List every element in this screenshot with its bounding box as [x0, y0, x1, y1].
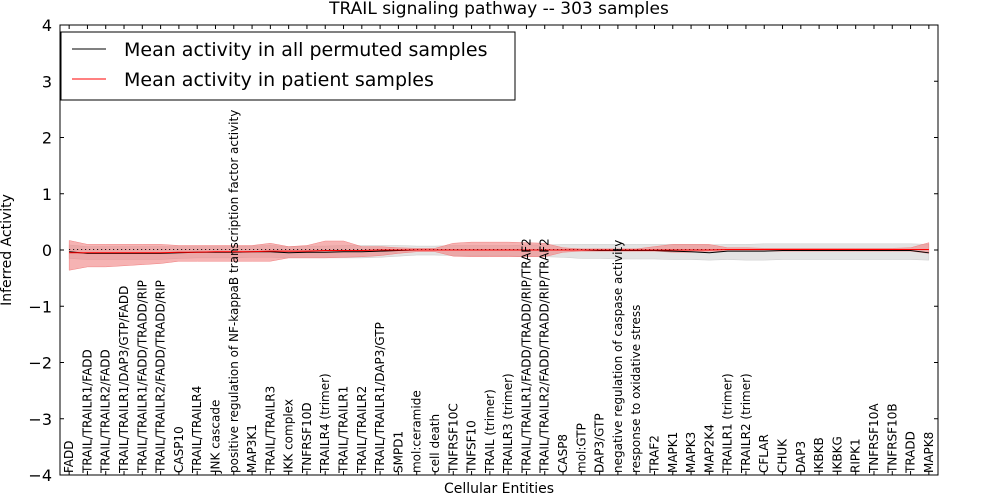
x-tick-label: TRAIL/TRAILR1/FADD/TRADD/RIP/TRAF2: [519, 238, 533, 474]
x-tick-label: DAP3/GTP: [593, 413, 607, 473]
y-axis-label: Inferred Activity: [0, 194, 15, 306]
series-lines: [69, 248, 929, 254]
y-tick-label: −2: [28, 354, 52, 373]
x-tick-label: TRAF2: [647, 435, 661, 474]
y-tick-label: 4: [42, 16, 52, 35]
x-tick-label: TRAIL/TRAILR2/FADD: [99, 349, 113, 474]
y-tick-label: 3: [42, 72, 52, 91]
legend-label-permuted: Mean activity in all permuted samples: [124, 39, 487, 61]
y-axis: 4 3 2 1 0 −1 −2 −3 −4: [28, 16, 938, 485]
plot-area-frame: [59, 24, 939, 476]
x-tick-label: TRAIL/TRAILR4: [190, 386, 204, 474]
x-tick-label: CFLAR: [757, 434, 771, 473]
x-tick-label: TRAILR2 (trimer): [739, 373, 753, 474]
x-tick-label: JNK cascade: [208, 400, 222, 474]
x-tick-label: MAPK1: [666, 432, 680, 473]
legend: Mean activity in all permuted samples Me…: [60, 31, 516, 101]
x-axis-label: Cellular Entities: [444, 481, 554, 497]
x-tick-label: TRAIL/TRAILR1/DAP3/GTP/FADD: [117, 286, 131, 474]
x-tick-label: CHUK: [776, 438, 790, 473]
x-tick-label: TRAIL/TRAILR2/FADD/TRADD/RIP: [154, 280, 168, 474]
chart-title: TRAIL signaling pathway -- 303 samples: [328, 0, 669, 19]
x-tick-label: TNFSF10: [465, 420, 479, 474]
x-tick-label: IKBKB: [812, 437, 826, 473]
y-tick-label: 1: [42, 185, 52, 204]
x-axis: FADD TRAIL/TRAILR1/FADD TRAIL/TRAILR2/FADD…: [62, 25, 936, 475]
x-tick-label: TRAIL/TRAILR2/FADD/TRADD/RIP/TRAF2: [538, 238, 552, 474]
x-tick-label: cell death: [428, 414, 442, 473]
y-tick-label: −4: [28, 466, 52, 485]
x-tick-label: MAPK8: [922, 432, 936, 473]
x-tick-label: TRAIL/TRAILR3: [263, 386, 277, 474]
band-series-1: [68, 240, 930, 271]
x-tick-label: TNFRSF10B: [885, 403, 899, 474]
x-tick-label: FADD: [62, 441, 76, 474]
x-tick-label: RIPK1: [849, 438, 863, 473]
x-tick-label: MAP2K4: [702, 424, 716, 473]
x-tick-label: TNFRSF10D: [300, 402, 314, 474]
line-series-1: [69, 248, 929, 254]
x-tick-label: SMPD1: [391, 431, 405, 473]
x-tick-label: TRAIL (trimer): [483, 389, 497, 474]
x-tick-label: TRAILR1 (trimer): [721, 373, 735, 474]
x-tick-label: TRAIL/TRAILR2: [355, 386, 369, 474]
x-tick-label: TRAIL/TRAILR1/FADD: [80, 349, 94, 474]
x-tick-label: mol:ceramide: [410, 390, 424, 473]
x-tick-label: negative regulation of caspase activity: [611, 240, 625, 473]
x-tick-label: DAP3: [794, 441, 808, 473]
x-tick-label: TRAILR3 (trimer): [501, 373, 515, 474]
x-tick-label: TRAILR4 (trimer): [318, 373, 332, 474]
x-tick-label: TRAIL/TRAILR1: [337, 386, 351, 474]
y-tick-label: 2: [42, 129, 52, 148]
x-tick-label: IKK complex: [282, 399, 296, 473]
y-tick-label: 0: [42, 241, 52, 260]
y-tick-label: −3: [28, 410, 52, 429]
x-tick-label: IKBKG: [830, 436, 844, 473]
x-tick-label: response to oxidative stress: [629, 305, 643, 473]
x-tick-label: TRADD: [904, 431, 918, 474]
legend-label-patient: Mean activity in patient samples: [124, 69, 434, 91]
x-tick-label: CASP8: [556, 434, 570, 473]
x-tick-label: CASP10: [172, 426, 186, 473]
x-tick-label: MAP3K1: [245, 424, 259, 473]
legend-box: [60, 31, 516, 101]
x-tick-label: mol:GTP: [574, 423, 588, 473]
x-tick-label: TRAIL/TRAILR1/FADD/TRADD/RIP: [135, 280, 149, 474]
x-tick-label: TRAIL/TRAILR1/DAP3/GTP: [373, 322, 387, 474]
x-tick-label: MAPK3: [684, 432, 698, 473]
x-tick-label: positive regulation of NF-kappaB transcr…: [227, 110, 241, 473]
x-tick-label: TNFRSF10A: [867, 403, 881, 474]
confidence-bands: [68, 240, 930, 271]
y-tick-label: −1: [28, 297, 52, 316]
x-tick-label: TNFRSF10C: [446, 403, 460, 474]
